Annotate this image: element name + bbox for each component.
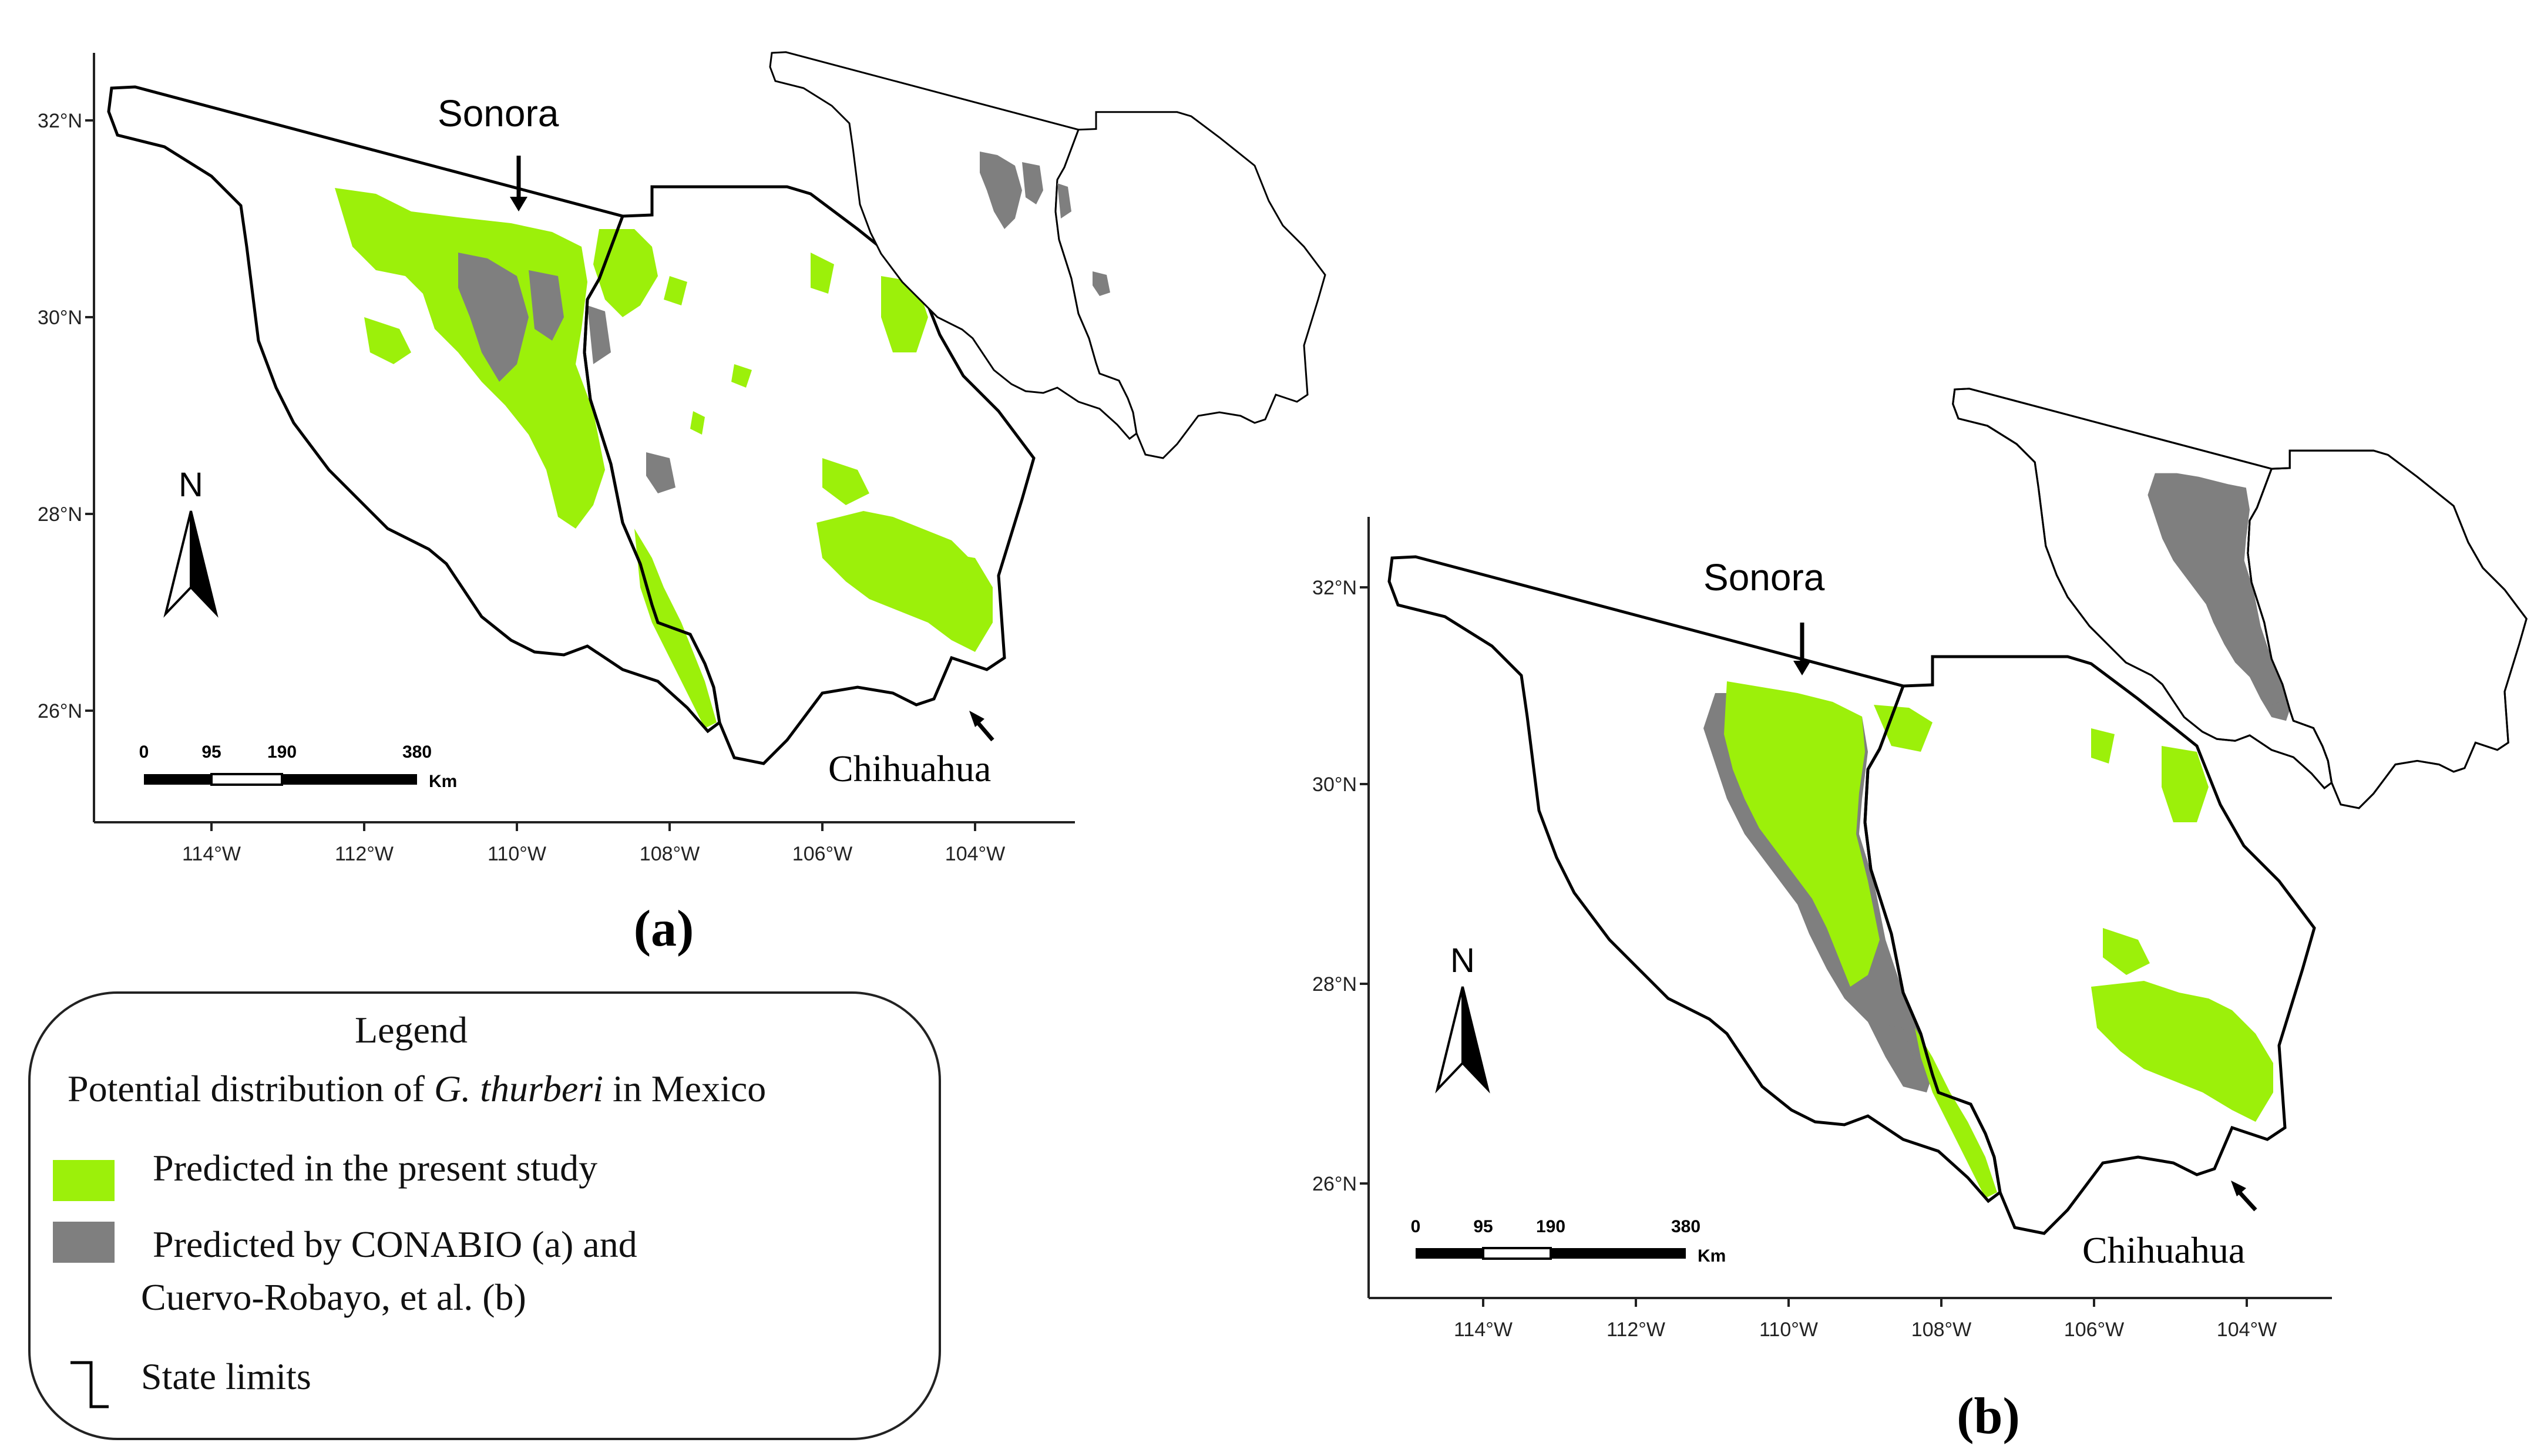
legend-swatch-green (53, 1160, 115, 1201)
legend-swatch-gray (53, 1222, 115, 1263)
lat-tick: 28°N (38, 503, 82, 526)
map-a: Sonora Chihuahua 32°N 30°N 28°N 26°N 114… (38, 52, 1325, 957)
map-a-chihuahua-label: Chihuahua (828, 748, 991, 789)
lon-tick: 112°W (335, 843, 394, 865)
map-b-chihuahua-label: Chihuahua (2082, 1229, 2245, 1271)
svg-text:N: N (1450, 941, 1475, 980)
map-b-lon-ticks: 114°W 112°W 110°W 108°W 106°W 104°W (1454, 1298, 2277, 1341)
map-a-lat-ticks: 32°N 30°N 28°N 26°N (38, 110, 94, 722)
svg-text:95: 95 (1473, 1217, 1493, 1236)
lon-tick: 104°W (2217, 1319, 2277, 1341)
lon-tick: 110°W (488, 843, 546, 865)
svg-text:95: 95 (201, 742, 221, 762)
lat-tick: 26°N (1312, 1173, 1357, 1195)
map-b: Sonora Chihuahua 32°N 30°N 28°N 26°N 114… (1312, 388, 2528, 1445)
map-a-scale-bar: 0 95 190 380 Km (139, 742, 458, 791)
lon-tick: 106°W (792, 843, 852, 865)
legend-item-state-limits: State limits (141, 1356, 311, 1397)
lon-tick: 104°W (945, 843, 1005, 865)
legend-title: Legend (355, 1009, 468, 1051)
map-b-scale-bar: 0 95 190 380 Km (1411, 1217, 1726, 1266)
lon-tick: 114°W (182, 843, 241, 865)
panel-b-label: (b) (1957, 1388, 2020, 1445)
legend-subtitle: Potential distribution of G. thurberi in… (68, 1068, 766, 1109)
lon-tick: 106°W (2064, 1319, 2124, 1341)
svg-text:380: 380 (1671, 1217, 1700, 1236)
lat-tick: 30°N (38, 307, 82, 329)
svg-text:N: N (179, 466, 203, 504)
lon-tick: 114°W (1454, 1319, 1513, 1341)
map-b-north-arrow-icon: N (1435, 941, 1490, 1094)
legend: Legend Potential distribution of G. thur… (28, 991, 941, 1440)
svg-text:0: 0 (139, 742, 149, 762)
svg-text:Km: Km (1698, 1246, 1726, 1266)
lon-tick: 108°W (1911, 1319, 1971, 1341)
map-b-sonora-label: Sonora (1703, 556, 1825, 598)
svg-text:Km: Km (429, 772, 457, 791)
legend-item-present: Predicted in the present study (153, 1147, 597, 1189)
lat-tick: 32°N (38, 110, 82, 132)
svg-text:190: 190 (267, 742, 297, 762)
lat-tick: 28°N (1312, 973, 1357, 996)
map-b-lat-ticks: 32°N 30°N 28°N 26°N (1312, 577, 1369, 1195)
lon-tick: 110°W (1759, 1319, 1818, 1341)
lat-tick: 30°N (1312, 774, 1357, 796)
legend-item-other-line1: Predicted by CONABIO (a) and (153, 1223, 637, 1265)
map-a-north-arrow-icon: N (163, 466, 219, 618)
map-a-sonora-label: Sonora (438, 92, 559, 134)
svg-text:0: 0 (1411, 1217, 1421, 1236)
map-a-lon-ticks: 114°W 112°W 110°W 108°W 106°W 104°W (182, 822, 1005, 865)
svg-text:190: 190 (1536, 1217, 1565, 1236)
state-limits-icon (70, 1361, 109, 1408)
legend-item-other-line2: Cuervo-Robayo, et al. (b) (141, 1276, 526, 1318)
lat-tick: 32°N (1312, 577, 1357, 599)
lon-tick: 112°W (1607, 1319, 1665, 1341)
svg-text:380: 380 (402, 742, 432, 762)
lat-tick: 26°N (38, 700, 82, 722)
panel-a-label: (a) (634, 900, 694, 957)
lon-tick: 108°W (640, 843, 700, 865)
